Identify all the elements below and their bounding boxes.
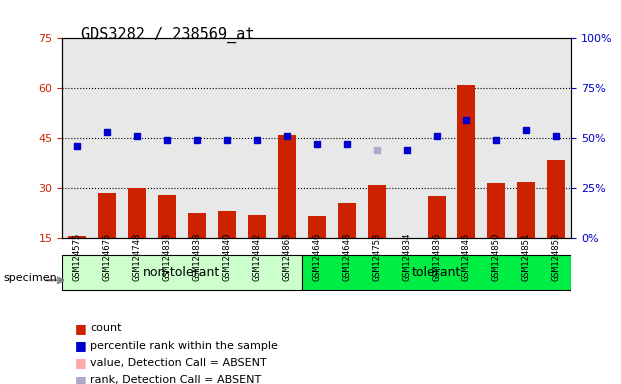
Text: percentile rank within the sample: percentile rank within the sample bbox=[90, 341, 278, 351]
Text: GSM124863: GSM124863 bbox=[283, 233, 291, 281]
Text: GSM124575: GSM124575 bbox=[73, 233, 81, 281]
Text: GSM124842: GSM124842 bbox=[252, 233, 261, 281]
Text: specimen: specimen bbox=[3, 273, 57, 283]
Text: GSM124836: GSM124836 bbox=[432, 233, 441, 281]
Bar bbox=[487, 183, 505, 288]
Text: GDS3282 / 238569_at: GDS3282 / 238569_at bbox=[81, 27, 254, 43]
Text: GSM124840: GSM124840 bbox=[222, 233, 232, 281]
Text: GSM124833: GSM124833 bbox=[163, 233, 171, 281]
Text: GSM124851: GSM124851 bbox=[522, 233, 531, 281]
Bar bbox=[547, 160, 565, 288]
Text: GSM124753: GSM124753 bbox=[372, 233, 381, 281]
Text: GSM124646: GSM124646 bbox=[312, 233, 321, 281]
Bar bbox=[218, 212, 236, 288]
Bar bbox=[338, 203, 356, 288]
Text: ■: ■ bbox=[75, 339, 86, 352]
Text: GSM124845: GSM124845 bbox=[462, 233, 471, 281]
Text: non-tolerant: non-tolerant bbox=[143, 266, 220, 279]
Bar bbox=[308, 217, 325, 288]
Bar bbox=[188, 213, 206, 288]
Text: GSM124748: GSM124748 bbox=[132, 233, 142, 281]
Bar bbox=[68, 237, 86, 288]
Bar bbox=[427, 197, 445, 288]
Bar bbox=[128, 188, 146, 288]
Bar bbox=[458, 85, 476, 288]
Text: GSM124850: GSM124850 bbox=[492, 233, 501, 281]
Text: ■: ■ bbox=[75, 356, 86, 369]
Bar bbox=[98, 193, 116, 288]
FancyBboxPatch shape bbox=[62, 255, 302, 290]
Text: GSM124675: GSM124675 bbox=[102, 233, 112, 281]
Bar bbox=[397, 238, 415, 288]
Text: GSM124853: GSM124853 bbox=[552, 233, 561, 281]
Text: GSM124834: GSM124834 bbox=[402, 233, 411, 281]
FancyBboxPatch shape bbox=[302, 255, 571, 290]
Text: tolerant: tolerant bbox=[412, 266, 461, 279]
Bar bbox=[248, 215, 266, 288]
Bar bbox=[278, 135, 296, 288]
Text: GSM124648: GSM124648 bbox=[342, 233, 351, 281]
Text: count: count bbox=[90, 323, 122, 333]
Text: value, Detection Call = ABSENT: value, Detection Call = ABSENT bbox=[90, 358, 267, 368]
Bar bbox=[517, 182, 535, 288]
Bar bbox=[158, 195, 176, 288]
Text: rank, Detection Call = ABSENT: rank, Detection Call = ABSENT bbox=[90, 375, 261, 384]
Text: ■: ■ bbox=[75, 322, 86, 335]
Text: ■: ■ bbox=[75, 374, 86, 384]
Bar bbox=[368, 185, 386, 288]
Text: GSM124838: GSM124838 bbox=[193, 233, 201, 281]
